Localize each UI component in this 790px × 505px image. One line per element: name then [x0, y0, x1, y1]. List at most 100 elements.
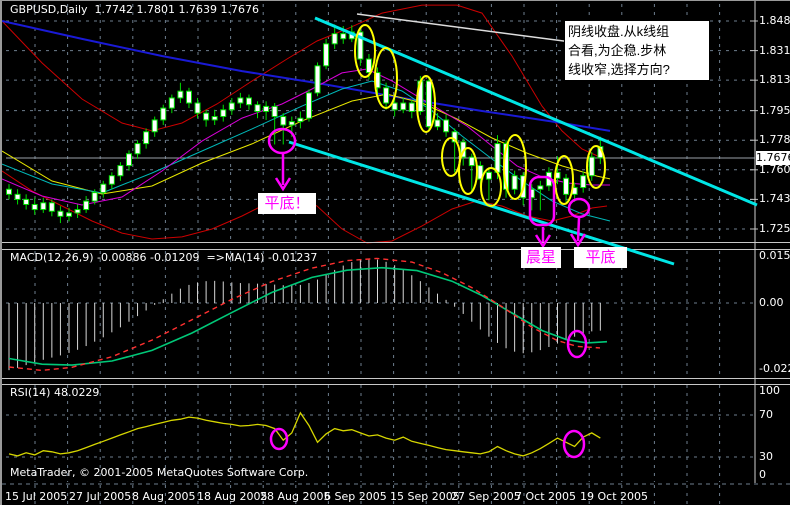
candle-body: [100, 183, 107, 194]
morning-star-rect[interactable]: [528, 175, 556, 227]
candle-body: [425, 80, 432, 128]
candle-body: [400, 102, 407, 111]
price-axis-label: 1.8135: [759, 73, 790, 87]
candle-body: [263, 105, 270, 112]
candle-body: [357, 31, 364, 60]
candle-body: [451, 131, 458, 143]
rsi-axis-label: 0: [759, 468, 766, 481]
channel-lower-cyan[interactable]: [288, 140, 675, 266]
date-label: 27 Jul 2005: [69, 490, 132, 503]
candle-body: [563, 177, 570, 195]
rsi-line: [8, 411, 601, 457]
candle-body: [91, 192, 98, 202]
price-axis-label: 1.8310: [759, 43, 790, 57]
price-axis-label: 1.7780: [759, 133, 790, 147]
candle-body: [314, 65, 321, 94]
panel-borders: [2, 1, 790, 485]
candle-body: [40, 202, 47, 211]
candle-body: [228, 102, 235, 111]
candle-body: [288, 121, 295, 126]
highlight-ellipse[interactable]: [416, 75, 436, 133]
highlight-ellipse[interactable]: [374, 47, 398, 109]
down-arrow[interactable]: [576, 217, 581, 242]
callout-morning-star[interactable]: 晨星: [521, 247, 561, 268]
price-axis-label: 1.7430: [759, 192, 790, 206]
highlight-ellipse[interactable]: [480, 167, 502, 207]
candle-body: [365, 58, 372, 74]
candle-body: [331, 33, 338, 45]
candle-body: [340, 33, 347, 40]
highlight-ellipse[interactable]: [354, 24, 376, 78]
copyright-label: MetaTrader, © 2001-2005 MetaQuotes Softw…: [10, 466, 309, 479]
rsi-axis-label: 70: [759, 408, 773, 421]
date-label: 27 Sep 2005: [451, 490, 521, 503]
note-line-1: 阴线收盘.从k线组: [568, 24, 670, 39]
candle-body: [134, 143, 141, 155]
highlight-ellipse[interactable]: [441, 137, 461, 177]
candle-body: [185, 90, 192, 104]
macd-highlight-circle[interactable]: [566, 329, 588, 359]
candle-body: [511, 175, 518, 190]
rsi-axis-label: 100: [759, 384, 780, 397]
candle-body: [305, 92, 312, 119]
rsi-highlight-circle[interactable]: [269, 427, 289, 451]
candle-body: [151, 119, 158, 133]
highlight-ellipse[interactable]: [458, 147, 478, 195]
date-label: 6 Sep 2005: [324, 490, 387, 503]
highlight-ellipse[interactable]: [554, 155, 574, 205]
macd-panel[interactable]: [8, 257, 608, 372]
macd-axis-label: 0.01554: [759, 249, 790, 262]
callout-flat-bottom-2[interactable]: 平底: [574, 247, 627, 268]
candle-body: [323, 43, 330, 67]
candle-body: [537, 185, 544, 190]
candle-body: [245, 97, 252, 106]
macd-signal-line: [8, 266, 608, 366]
rsi-axis-label: 30: [759, 450, 773, 463]
white-trendline[interactable]: [356, 13, 603, 47]
grid: [6, 4, 758, 504]
price-axis-label: 1.7255: [759, 221, 790, 235]
macd-axis-label: 0.00: [759, 296, 784, 309]
date-label: 18 Aug 2005: [197, 490, 268, 503]
candle-body: [237, 97, 244, 104]
price-axis-label: 1.7605: [759, 162, 790, 176]
analysis-note-box[interactable]: 阴线收盘.从k线组 合看,为企稳.步林 线收窄,选择方向?: [564, 20, 710, 81]
candle-body: [468, 156, 475, 167]
candle-body: [31, 203, 38, 211]
candle-body: [408, 102, 415, 112]
candle-body: [177, 90, 184, 99]
candle-body: [74, 209, 81, 214]
date-label: 15 Jul 2005: [5, 490, 68, 503]
candle-body: [6, 188, 12, 195]
candle-body: [580, 175, 587, 189]
date-label: 7 Oct 2005: [515, 490, 577, 503]
candle-body: [57, 210, 64, 217]
down-arrow-head: [569, 233, 587, 248]
flat-bottom-circle[interactable]: [567, 197, 591, 219]
candle-body: [494, 143, 501, 173]
rsi-indicator-label: RSI(14) 48.0229: [10, 386, 100, 399]
candle-body: [14, 193, 21, 200]
candle-body: [220, 109, 227, 118]
candle-body: [297, 117, 304, 123]
candle-body: [117, 165, 124, 177]
highlight-ellipse[interactable]: [503, 134, 527, 200]
highlight-ellipse[interactable]: [586, 145, 606, 189]
flat-bottom-circle[interactable]: [267, 127, 297, 155]
price-axis-label: 1.7955: [759, 103, 790, 117]
drawn-objects[interactable]: [267, 13, 758, 459]
rsi-highlight-circle[interactable]: [562, 429, 586, 459]
macd-indicator-label: MACD(12,26,9) -0.00886 -0.01209 =>MA(14)…: [10, 251, 318, 264]
candle-body: [443, 119, 450, 133]
candle-body: [168, 97, 175, 109]
callout-flat-bottom-1[interactable]: 平底！: [258, 193, 316, 214]
price-axis-label: 1.8485: [759, 14, 790, 27]
rsi-panel[interactable]: [8, 411, 601, 457]
candle-body: [383, 87, 390, 104]
date-label: 15 Sep 2005: [390, 490, 460, 503]
date-label: 8 Aug 2005: [132, 490, 196, 503]
candle-body: [160, 107, 167, 121]
macd-ma-line: [8, 257, 601, 372]
